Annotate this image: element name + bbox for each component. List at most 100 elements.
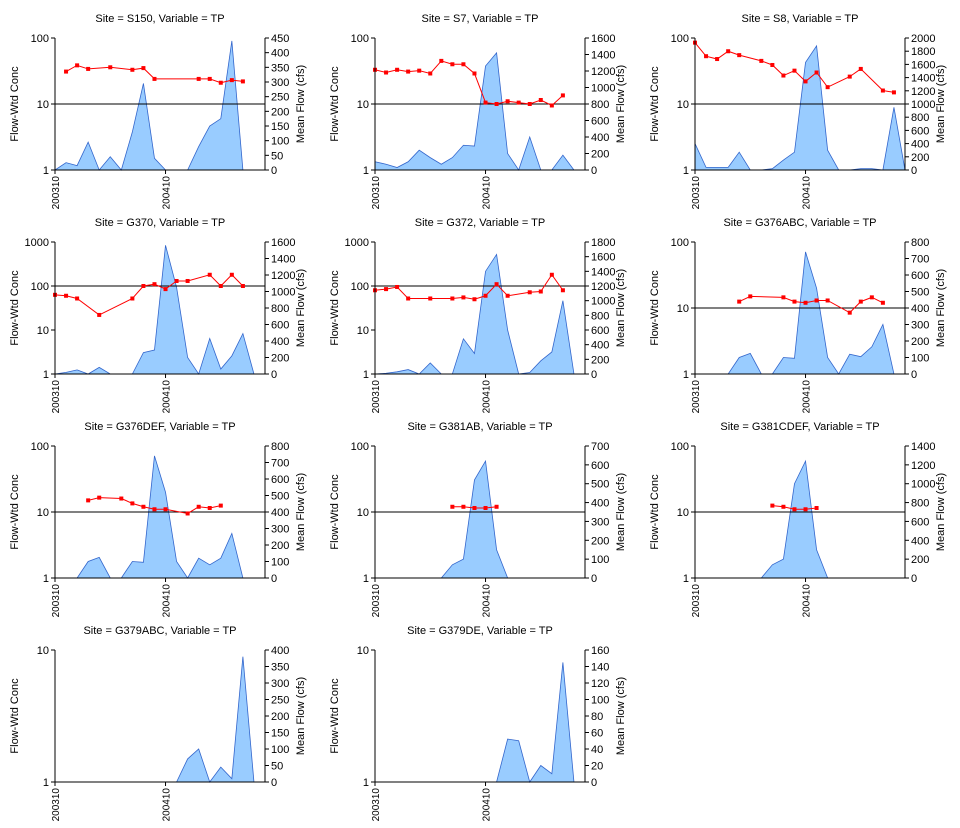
y-right-tick-label: 400 bbox=[911, 535, 929, 547]
y-left-tick-label: 100 bbox=[671, 237, 689, 249]
y-right-tick-label: 400 bbox=[271, 507, 289, 519]
concentration-point bbox=[141, 66, 146, 71]
concentration-point bbox=[86, 66, 91, 71]
concentration-point bbox=[781, 295, 786, 300]
x-tick-label: 200310 bbox=[371, 176, 382, 210]
chart-title: Site = G376ABC, Variable = TP bbox=[723, 217, 876, 229]
y-left-tick-label: 10 bbox=[677, 507, 689, 519]
concentration-point bbox=[858, 66, 863, 71]
y-left-tick-label: 1 bbox=[43, 165, 49, 177]
y-left-tick-label: 100 bbox=[31, 33, 49, 45]
chart-title: Site = G381CDEF, Variable = TP bbox=[720, 421, 879, 433]
concentration-point bbox=[803, 507, 808, 512]
y-right-tick-label: 120 bbox=[591, 678, 609, 690]
concentration-point bbox=[560, 288, 565, 293]
chart-panel: Site = S150, Variable = TP 1 10 100 0 50 100 15… bbox=[9, 13, 307, 210]
y-right-tick-label: 300 bbox=[911, 320, 929, 332]
axes-frame bbox=[374, 242, 586, 375]
concentration-point bbox=[439, 58, 444, 63]
concentration-point bbox=[196, 504, 201, 509]
flow-area bbox=[53, 40, 244, 171]
y-right-tick-label: 1600 bbox=[911, 59, 935, 71]
concentration-point bbox=[207, 505, 212, 510]
y-left-tick-label: 10 bbox=[357, 645, 369, 657]
y-right-tick-label: 600 bbox=[591, 325, 609, 337]
y-right-tick-label: 200 bbox=[271, 711, 289, 723]
concentration-line bbox=[694, 42, 895, 93]
concentration-point bbox=[880, 88, 885, 93]
y-right-tick-label: 500 bbox=[591, 479, 609, 491]
x-tick-label: 200410 bbox=[162, 176, 173, 210]
y-right-tick-label: 1000 bbox=[911, 479, 935, 491]
chart-panel: Site = G379ABC, Variable = TP11005010015… bbox=[9, 625, 307, 821]
y-right-tick-label: 150 bbox=[271, 728, 289, 740]
concentration-point bbox=[560, 93, 565, 98]
concentration-point bbox=[825, 85, 830, 90]
y-right-axis-label: Mean Flow (cfs) bbox=[615, 269, 627, 347]
concentration-point bbox=[483, 293, 488, 298]
concentration-point bbox=[75, 63, 80, 68]
y-left-axis-label: Flow-Wtd Conc bbox=[649, 66, 661, 142]
y-right-tick-label: 1400 bbox=[911, 73, 935, 85]
x-tick-label: 200310 bbox=[51, 176, 62, 210]
y-right-tick-label: 1000 bbox=[271, 287, 295, 299]
y-right-tick-label: 200 bbox=[911, 152, 929, 164]
concentration-line bbox=[374, 60, 564, 107]
concentration-point bbox=[86, 498, 91, 503]
x-tick-label: 200410 bbox=[482, 788, 493, 822]
y-right-tick-label: 1000 bbox=[911, 99, 935, 111]
y-right-tick-label: 100 bbox=[591, 695, 609, 707]
y-left-axis-label: Flow-Wtd Conc bbox=[649, 270, 661, 346]
concentration-point bbox=[538, 289, 543, 294]
concentration-point bbox=[770, 62, 775, 67]
y-right-tick-label: 1200 bbox=[911, 86, 935, 98]
y-right-axis-label: Mean Flow (cfs) bbox=[295, 677, 307, 755]
x-tick-label: 200310 bbox=[371, 380, 382, 414]
x-tick-label: 200410 bbox=[802, 176, 813, 210]
y-right-tick-label: 1800 bbox=[591, 237, 615, 249]
concentration-point bbox=[152, 282, 157, 287]
y-right-tick-label: 1400 bbox=[271, 254, 295, 266]
concentration-point bbox=[483, 100, 488, 105]
x-tick-label: 200410 bbox=[802, 380, 813, 414]
y-right-tick-label: 350 bbox=[271, 662, 289, 674]
y-right-tick-label: 100 bbox=[591, 554, 609, 566]
concentration-point bbox=[450, 296, 455, 301]
chart-panel: Site = G370, Variable = TP 1 10 100 1000 0 200… bbox=[9, 217, 307, 413]
y-left-tick-label: 10 bbox=[37, 325, 49, 337]
y-right-tick-label: 400 bbox=[911, 303, 929, 315]
concentration-point bbox=[814, 298, 819, 303]
concentration-point bbox=[704, 54, 709, 59]
concentration-point bbox=[847, 310, 852, 315]
concentration-point bbox=[64, 293, 69, 298]
y-right-tick-label: 60 bbox=[591, 728, 603, 740]
y-left-tick-label: 1 bbox=[363, 777, 369, 789]
x-tick-label: 200310 bbox=[51, 584, 62, 618]
y-left-tick-label: 1 bbox=[363, 573, 369, 585]
x-tick-label: 200410 bbox=[482, 584, 493, 618]
y-right-tick-label: 200 bbox=[591, 535, 609, 547]
chart-panel: Site = G381CDEF, Variable = TP1101000200… bbox=[649, 421, 947, 617]
concentration-point bbox=[163, 507, 168, 512]
flow-area bbox=[694, 44, 906, 171]
y-right-tick-label: 800 bbox=[911, 237, 929, 249]
y-right-tick-label: 1200 bbox=[591, 281, 615, 293]
y-right-tick-label: 300 bbox=[271, 678, 289, 690]
y-right-tick-label: 400 bbox=[911, 139, 929, 151]
concentration-point bbox=[384, 287, 389, 292]
y-left-axis-label: Flow-Wtd Conc bbox=[9, 270, 21, 346]
y-right-tick-label: 200 bbox=[591, 149, 609, 161]
y-left-tick-label: 100 bbox=[671, 33, 689, 45]
concentration-point bbox=[549, 103, 554, 108]
chart-title: Site = S8, Variable = TP bbox=[742, 13, 859, 25]
y-right-tick-label: 1600 bbox=[591, 252, 615, 264]
chart-title: Site = G372, Variable = TP bbox=[415, 217, 545, 229]
y-right-axis-label: Mean Flow (cfs) bbox=[295, 65, 307, 143]
concentration-point bbox=[229, 272, 234, 277]
concentration-point bbox=[847, 74, 852, 79]
y-right-tick-label: 600 bbox=[911, 270, 929, 282]
flow-area bbox=[695, 251, 895, 375]
concentration-point bbox=[395, 67, 400, 72]
concentration-point bbox=[207, 76, 212, 81]
concentration-point bbox=[218, 503, 223, 508]
